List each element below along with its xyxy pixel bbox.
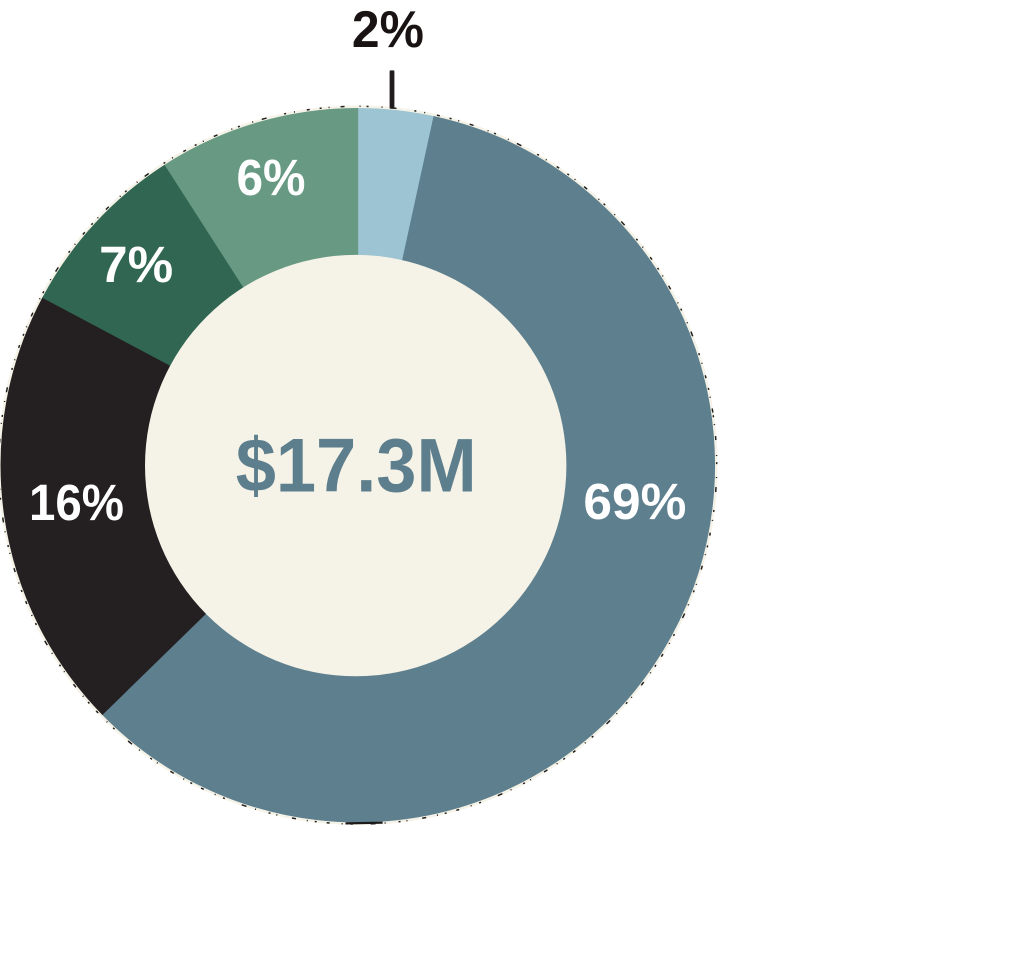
svg-text:16%: 16% bbox=[29, 474, 124, 531]
svg-text:$17.3M: $17.3M bbox=[236, 424, 477, 509]
svg-text:6%: 6% bbox=[237, 149, 306, 206]
svg-text:2%: 2% bbox=[352, 1, 424, 59]
svg-text:7%: 7% bbox=[99, 236, 173, 293]
svg-text:69%: 69% bbox=[583, 473, 686, 530]
